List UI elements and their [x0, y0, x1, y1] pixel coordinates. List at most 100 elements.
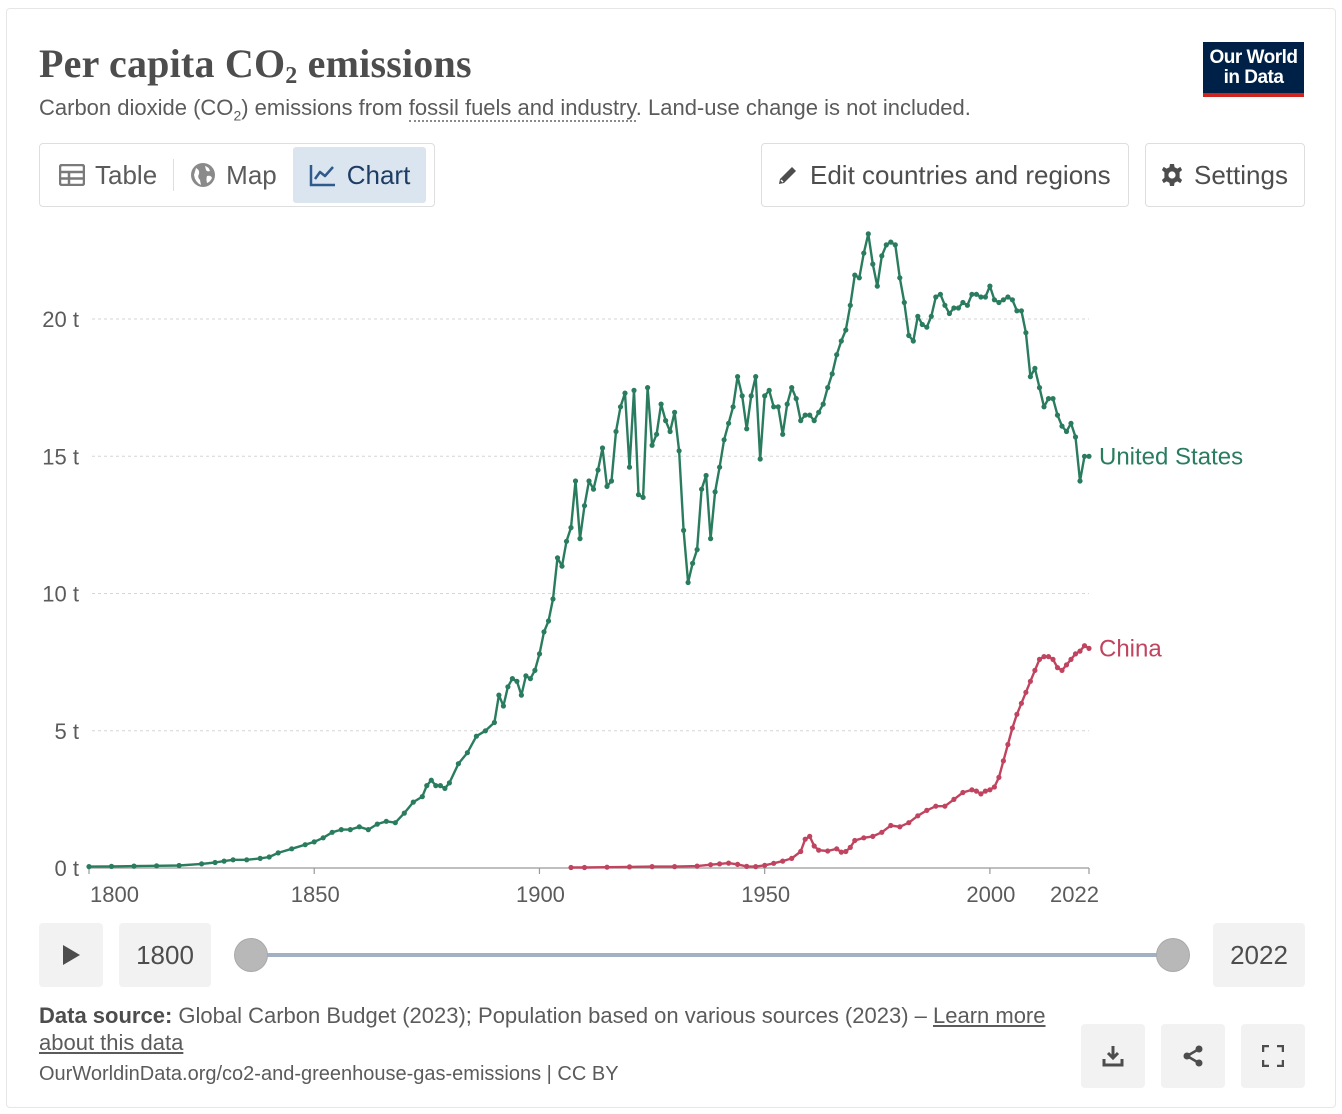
united-states-point [991, 297, 998, 303]
united-states-point [834, 352, 840, 358]
united-states-point [437, 783, 443, 789]
united-states-point [780, 431, 786, 437]
china-point [735, 861, 741, 868]
fullscreen-button[interactable] [1241, 1024, 1305, 1088]
china-point [811, 843, 817, 849]
china-point [1018, 700, 1024, 706]
china-point [649, 864, 655, 870]
china-point [1045, 654, 1052, 660]
tab-chart[interactable]: Chart [292, 147, 427, 203]
united-states-point [154, 863, 160, 869]
china-point [708, 862, 714, 868]
china-point [1023, 689, 1029, 695]
download-icon [1102, 1046, 1124, 1067]
edit-countries-label: Edit countries and regions [810, 159, 1111, 190]
china-point [604, 864, 610, 870]
china-label: China [1099, 635, 1162, 662]
united-states-point [672, 409, 678, 415]
united-states-point [753, 374, 759, 380]
table-icon [59, 164, 85, 186]
united-states-point [865, 231, 871, 237]
china-point [1063, 662, 1070, 668]
united-states-point [320, 835, 326, 841]
timeline-start-handle[interactable] [235, 939, 267, 971]
united-states-point [505, 684, 511, 690]
united-states-point [473, 733, 479, 739]
united-states-point [910, 338, 916, 344]
united-states-point [1081, 453, 1088, 459]
united-states-point [446, 780, 452, 786]
united-states-point [663, 418, 669, 424]
china-point [915, 813, 921, 819]
united-states-point [509, 676, 515, 682]
united-states-point [712, 489, 718, 495]
united-states-point [365, 827, 371, 833]
china-point [626, 864, 633, 870]
tab-map[interactable]: Map [174, 147, 293, 203]
china-point [744, 863, 750, 870]
china-point [789, 855, 795, 862]
edit-countries-button[interactable]: Edit countries and regions [761, 143, 1129, 207]
settings-label: Settings [1194, 159, 1288, 190]
page-title: Per capita CO2 emissions [39, 41, 472, 89]
china-point [1077, 648, 1083, 654]
united-states-point [766, 387, 772, 393]
gear-icon [1161, 164, 1183, 186]
tab-table[interactable]: Table [43, 147, 173, 203]
settings-button[interactable]: Settings [1145, 143, 1305, 207]
china-point [798, 848, 804, 855]
united-states-point [572, 478, 579, 484]
china-point [1014, 711, 1020, 717]
timeline-slider-track[interactable] [252, 953, 1174, 957]
united-states-point [604, 483, 610, 489]
timeline-end-year[interactable]: 2022 [1213, 923, 1305, 987]
united-states-point [1050, 396, 1056, 402]
united-states-point [784, 401, 790, 407]
united-states-point [955, 305, 962, 311]
united-states-point [690, 560, 696, 566]
united-states-point [888, 239, 894, 245]
united-states-point [852, 272, 858, 278]
united-states-point [825, 385, 831, 391]
united-states-point [645, 385, 651, 391]
x-tick-label: 1900 [516, 882, 565, 907]
timeline-end-handle[interactable] [1157, 939, 1189, 971]
china-point [978, 791, 984, 797]
china-point [1050, 656, 1056, 662]
china-point [1032, 667, 1038, 673]
united-states-point [374, 821, 380, 827]
united-states-point [424, 783, 430, 789]
united-states-point [973, 291, 980, 297]
china-point [717, 861, 723, 867]
x-tick-label: 2000 [966, 882, 1015, 907]
united-states-point [536, 651, 543, 657]
china-point [1036, 656, 1043, 662]
learn-more-link[interactable]: Learn more about this data [39, 1003, 1046, 1055]
united-states-point [563, 538, 570, 544]
line-chart-icon [309, 165, 335, 187]
fullscreen-icon [1262, 1045, 1284, 1067]
united-states-point [1054, 412, 1061, 418]
united-states-point [798, 418, 804, 424]
united-states-point [622, 390, 628, 396]
download-button[interactable] [1081, 1024, 1145, 1088]
united-states-point [356, 824, 362, 830]
united-states-point [892, 242, 898, 248]
united-states-point [1036, 385, 1043, 391]
united-states-point [667, 428, 673, 435]
united-states-point [649, 442, 655, 448]
china-point [1009, 725, 1016, 731]
fossil-fuels-link[interactable]: fossil fuels and industry [408, 95, 636, 122]
united-states-point [870, 261, 876, 267]
united-states-point [428, 777, 434, 783]
owid-logo[interactable]: Our World in Data [1203, 42, 1304, 97]
share-button[interactable] [1161, 1024, 1225, 1088]
timeline-start-year[interactable]: 1800 [119, 923, 211, 987]
united-states-point [1032, 365, 1038, 371]
united-states-point [302, 842, 308, 848]
play-button[interactable] [39, 923, 103, 987]
united-states-point [793, 396, 799, 402]
united-states-point [775, 404, 781, 410]
united-states-point [942, 302, 948, 308]
united-states-point [685, 579, 691, 586]
